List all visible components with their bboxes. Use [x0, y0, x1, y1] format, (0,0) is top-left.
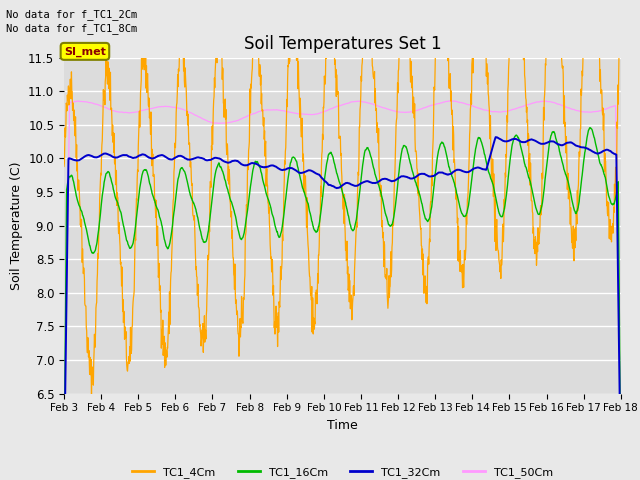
Y-axis label: Soil Temperature (C): Soil Temperature (C)	[10, 161, 22, 290]
Text: SI_met: SI_met	[64, 46, 106, 57]
Title: Soil Temperatures Set 1: Soil Temperatures Set 1	[244, 35, 441, 53]
X-axis label: Time: Time	[327, 419, 358, 432]
Text: No data for f_TC1_8Cm: No data for f_TC1_8Cm	[6, 23, 138, 34]
Legend: TC1_4Cm, TC1_16Cm, TC1_32Cm, TC1_50Cm: TC1_4Cm, TC1_16Cm, TC1_32Cm, TC1_50Cm	[127, 462, 557, 480]
Text: No data for f_TC1_2Cm: No data for f_TC1_2Cm	[6, 9, 138, 20]
